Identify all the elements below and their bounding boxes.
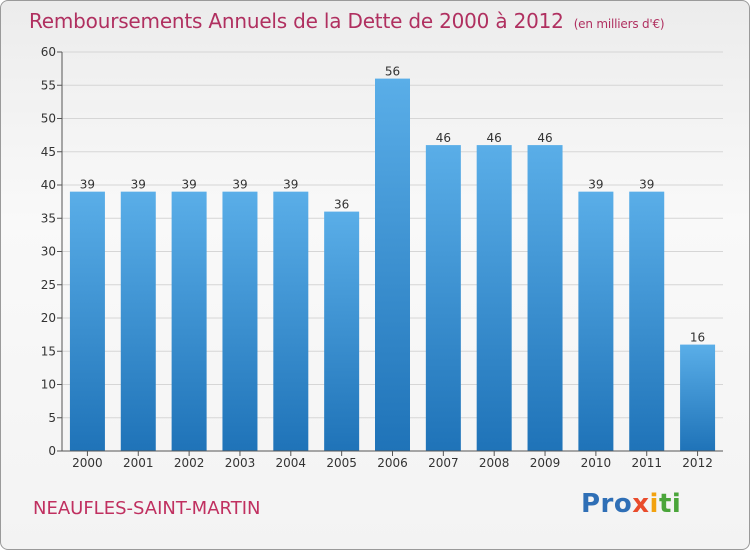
y-axis: 0 5 10 15 20 25 30 35 40 45 50 55 60 [41,45,723,458]
bar-2001 [120,191,156,451]
x-axis: 2000 2001 2002 2003 2004 2005 2006 2007 2008 2009… [72,451,713,470]
y-tick-label: 40 [41,178,56,192]
x-tick-label: 2001 [123,456,154,470]
bar-value-label: 39 [588,178,603,192]
bar-value-label: 39 [80,178,95,192]
proxiti-logo: Proxiti [581,489,681,519]
title-text: Remboursements Annuels de la Dette de 20… [29,9,564,33]
bar-value-label: 36 [334,198,349,212]
bar-2000 [69,191,105,451]
bar-value-label: 16 [690,331,705,345]
bar-value-label: 39 [283,178,298,192]
y-tick-label: 10 [41,378,56,392]
y-tick-label: 20 [41,311,56,325]
y-tick-label: 45 [41,145,56,159]
x-tick-label: 2010 [581,456,612,470]
bar-2005 [324,211,360,451]
bar-2003 [222,191,258,451]
x-tick-label: 2008 [479,456,510,470]
chart-title: Remboursements Annuels de la Dette de 20… [29,9,665,33]
x-tick-label: 2011 [631,456,662,470]
bar-value-label: 56 [385,65,400,79]
bar-2002 [171,191,207,451]
x-tick-label: 2005 [326,456,357,470]
bar-value-label: 39 [639,178,654,192]
bar-2006 [375,78,410,451]
bar-2004 [273,191,309,451]
x-tick-label: 2007 [428,456,459,470]
bar-2008 [476,145,512,451]
bars: 39 39 39 39 39 36 56 46 46 46 39 39 16 [69,65,716,451]
x-tick-label: 2009 [530,456,561,470]
x-tick-label: 2012 [682,456,713,470]
logo-part-3: i [649,489,659,519]
y-tick-label: 0 [48,444,56,458]
bar-value-label: 39 [232,178,247,192]
y-tick-label: 25 [41,278,56,292]
x-tick-label: 2000 [72,456,103,470]
logo-part-2: x [632,489,650,519]
bar-value-label: 46 [487,131,502,145]
bar-2011 [629,191,665,451]
bar-2009 [527,145,563,451]
y-tick-label: 50 [41,112,56,126]
commune-name: NEAUFLES-SAINT-MARTIN [33,498,261,519]
x-tick-label: 2003 [225,456,256,470]
y-tick-label: 35 [41,211,56,225]
logo-part-4: ti [658,489,682,519]
x-tick-label: 2006 [377,456,408,470]
y-tick-label: 55 [41,78,56,92]
bar-value-label: 39 [181,178,196,192]
x-tick-label: 2002 [174,456,205,470]
logo-part-1: Pro [581,489,633,519]
bar-value-label: 39 [131,178,146,192]
bar-2012 [680,344,716,451]
bar-value-label: 46 [436,131,451,145]
y-tick-label: 60 [41,45,56,59]
unit-label: (en milliers d'€) [573,17,665,31]
y-tick-label: 30 [41,245,56,259]
bar-2010 [578,191,614,451]
y-tick-label: 15 [41,344,56,358]
bar-2007 [425,145,461,451]
bar-value-label: 46 [537,131,552,145]
x-tick-label: 2004 [276,456,307,470]
y-tick-label: 5 [48,411,56,425]
